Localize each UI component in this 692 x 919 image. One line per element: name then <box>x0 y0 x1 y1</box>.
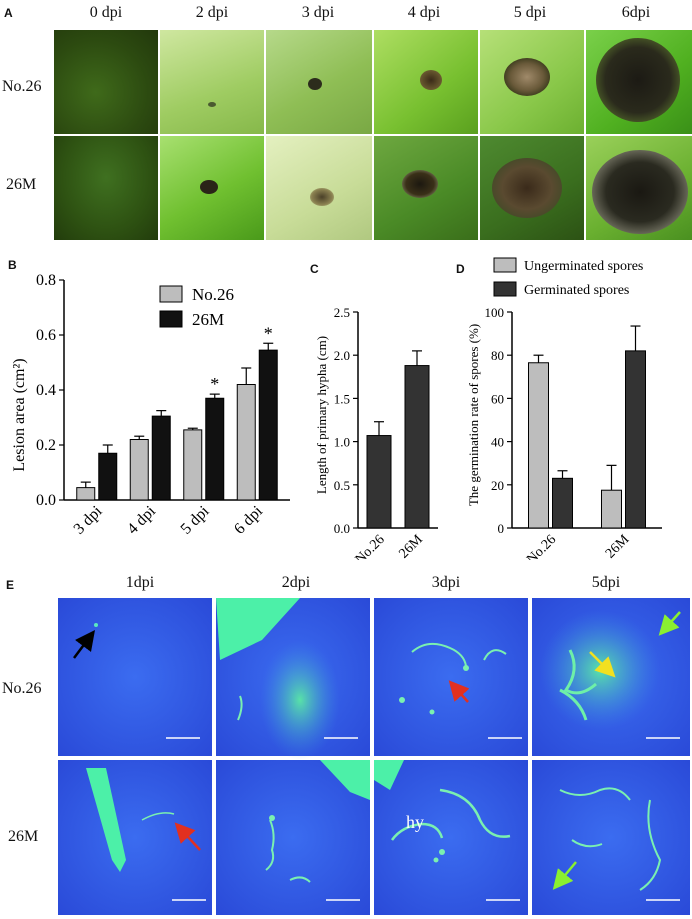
bar-chartD-1-0 <box>601 489 622 529</box>
leaf-photo-26m-2dpi <box>160 136 264 240</box>
green-arrow-icon <box>658 611 681 636</box>
y-tick-label: 1.5 <box>334 391 350 406</box>
leaf-photo-no26-4dpi <box>374 30 478 134</box>
col-header-6dpi: 6dpi <box>621 4 651 21</box>
leaf-photo-no26-0dpi <box>54 30 158 134</box>
yellow-arrow-icon <box>589 651 616 678</box>
red-arrow-icon <box>448 680 470 703</box>
y-tick-label: 100 <box>485 305 505 320</box>
legend-swatch-0 <box>159 285 183 303</box>
micro-photo-no26-2dpi <box>216 598 370 760</box>
germination-rate-chart: The germination rate of spores (%) 0 20 40… <box>466 257 662 560</box>
col-header-5dpi: 5 dpi <box>513 4 547 21</box>
panel-e-label: E <box>6 578 15 592</box>
y-tick-label: 0 <box>498 521 505 536</box>
germination-rate-y-axis-label: The germination rate of spores (%) <box>466 324 481 506</box>
col-header-0dpi: 0 dpi <box>89 4 123 21</box>
leaf-photo-26m-6dpi <box>586 136 692 240</box>
significance-marker: * <box>264 323 273 343</box>
leaf-photo-no26-5dpi <box>480 30 584 134</box>
leaf-photo-26m-5dpi <box>480 136 584 240</box>
green-arrow-icon <box>552 861 577 890</box>
y-tick-label: 0.6 <box>36 327 56 344</box>
micro-photo-no26-5dpi <box>532 598 690 756</box>
y-tick-label: 0.2 <box>36 437 56 454</box>
leaf-photo-26m-0dpi <box>54 136 158 240</box>
bar-chartD-1-1 <box>625 350 646 529</box>
legend-swatch-1 <box>159 310 183 328</box>
legend-label-d-0: Ungerminated spores <box>524 259 643 274</box>
leaf-photo-no26-3dpi <box>266 30 372 134</box>
bar-chartC-0-0 <box>366 435 392 529</box>
row-label-no26-e: No.26 <box>2 680 42 697</box>
leaf-photo-no26-6dpi <box>586 30 692 134</box>
y-tick-label: 2.0 <box>334 348 350 363</box>
y-tick-label: 2.5 <box>334 305 350 320</box>
bar-chartD-0-0 <box>528 362 549 529</box>
red-arrow-icon <box>174 822 201 851</box>
col-header-4dpi: 4 dpi <box>407 4 441 21</box>
y-tick-label: 0.8 <box>36 272 56 289</box>
col-header-1dpi-e: 1dpi <box>125 574 155 591</box>
leaf-photo-26m-3dpi <box>266 136 372 240</box>
micro-photo-26m-5dpi <box>532 760 690 915</box>
micro-photo-no26-3dpi <box>374 598 528 756</box>
micro-photo-26m-2dpi <box>216 760 370 915</box>
row-label-26m-e: 26M <box>8 828 39 845</box>
leaf-photo-26m-4dpi <box>374 136 478 240</box>
y-tick-label: 0.0 <box>36 492 56 509</box>
col-header-2dpi: 2 dpi <box>195 4 229 21</box>
significance-marker: * <box>210 374 219 394</box>
legend-label-1: 26M <box>192 310 224 329</box>
col-header-5dpi-e: 5dpi <box>591 574 621 591</box>
panel-d-label: D <box>456 262 465 276</box>
legend-label-0: No.26 <box>192 285 234 304</box>
y-tick-label: 0.5 <box>334 478 350 493</box>
y-tick-label: 0.0 <box>334 521 350 536</box>
hypha-length-chart: Length of primary hypha (cm) 0.0 0.5 1.0 1.… <box>314 305 438 560</box>
panel-b-label: B <box>8 258 17 272</box>
micro-photo-26m-3dpi: hy <box>374 760 528 915</box>
hypha-length-y-axis-label: Length of primary hypha (cm) <box>314 336 329 494</box>
black-arrow-icon <box>73 630 95 659</box>
panel-c-label: C <box>310 262 319 276</box>
legend-swatch-d-0 <box>493 257 517 273</box>
y-tick-label: 40 <box>491 435 504 450</box>
col-header-3dpi: 3 dpi <box>301 4 335 21</box>
y-tick-label: 0.4 <box>36 382 56 399</box>
y-tick-label: 60 <box>491 391 504 406</box>
y-tick-label: 1.0 <box>334 435 350 450</box>
panel-a-label: A <box>4 6 13 20</box>
row-label-26m: 26M <box>6 176 37 193</box>
leaf-photo-no26-2dpi <box>160 30 264 134</box>
lesion-area-chart: Lesion area (cm²) 0.00.20.40.60.83 dpi 4 … <box>11 272 290 538</box>
y-tick-label: 80 <box>491 348 504 363</box>
col-header-3dpi-e: 3dpi <box>431 574 461 591</box>
micro-photo-26m-1dpi <box>58 760 212 915</box>
y-tick-label: 20 <box>491 478 504 493</box>
legend-swatch-d-1 <box>493 281 517 297</box>
hypha-annotation: hy <box>406 812 424 832</box>
lesion-area-y-axis-label: Lesion area (cm²) <box>11 358 28 471</box>
legend-label-d-1: Germinated spores <box>524 283 629 298</box>
col-header-2dpi-e: 2dpi <box>281 574 311 591</box>
row-label-no26: No.26 <box>2 78 42 95</box>
micro-photo-no26-1dpi <box>58 598 212 756</box>
